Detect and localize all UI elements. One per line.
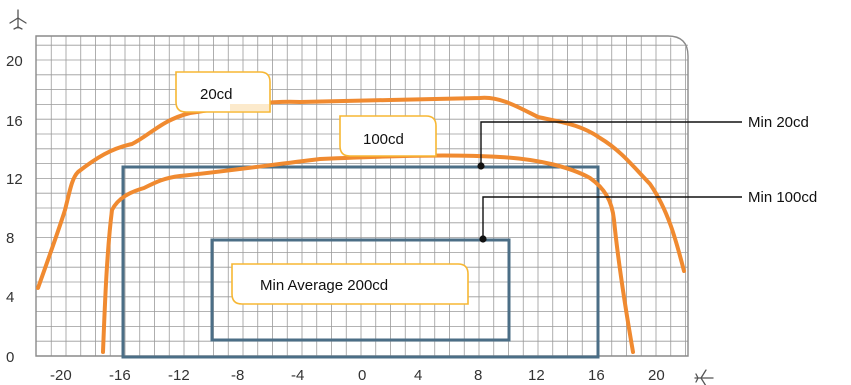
x-tick-label: -8: [231, 367, 244, 384]
x-tick-label: -20: [50, 367, 72, 384]
x-axis-ticks: -20 -16 -12 -8 -4 0 4 8 12 16 20: [50, 367, 665, 384]
y-tick-label: 20: [6, 53, 23, 70]
callout-min-100cd-text: Min 100cd: [748, 189, 817, 206]
callout-min-20cd-text: Min 20cd: [748, 114, 809, 131]
label-100cd: 100cd: [339, 115, 437, 157]
label-min-average: Min Average 200cd: [231, 263, 469, 305]
x-tick-label: 4: [414, 367, 422, 384]
y-tick-label: 0: [6, 349, 14, 366]
grid: [36, 36, 688, 356]
y-axis-ticks: 0 4 8 12 16 20: [6, 53, 23, 366]
y-tick-label: 8: [6, 230, 14, 247]
curve-100cd: [101, 153, 635, 354]
airplane-right-icon: [694, 369, 714, 385]
label-100cd-text: 100cd: [363, 131, 404, 148]
min-average-zone-rectangle: [210, 238, 511, 342]
x-tick-label: 16: [588, 367, 605, 384]
callout-min-20cd: Min 20cd: [477, 114, 809, 170]
x-tick-label: -4: [291, 367, 304, 384]
x-tick-label: -16: [109, 367, 131, 384]
x-tick-label: 8: [474, 367, 482, 384]
x-tick-label: 0: [358, 367, 366, 384]
y-tick-label: 16: [6, 113, 23, 130]
label-20cd: 20cd: [175, 71, 271, 113]
outer-zone-rectangle: [121, 165, 600, 359]
callout-min-100cd: Min 100cd: [479, 189, 817, 243]
y-tick-label: 4: [6, 289, 14, 306]
plot-frame: [35, 35, 689, 357]
airplane-up-icon: [9, 9, 27, 30]
label-20cd-text: 20cd: [200, 86, 233, 103]
y-tick-label: 12: [6, 171, 23, 188]
x-tick-label: -12: [168, 367, 190, 384]
curve-20cd: [36, 95, 686, 290]
x-tick-label: 20: [648, 367, 665, 384]
x-tick-label: 12: [528, 367, 545, 384]
label-min-average-text: Min Average 200cd: [260, 277, 388, 294]
